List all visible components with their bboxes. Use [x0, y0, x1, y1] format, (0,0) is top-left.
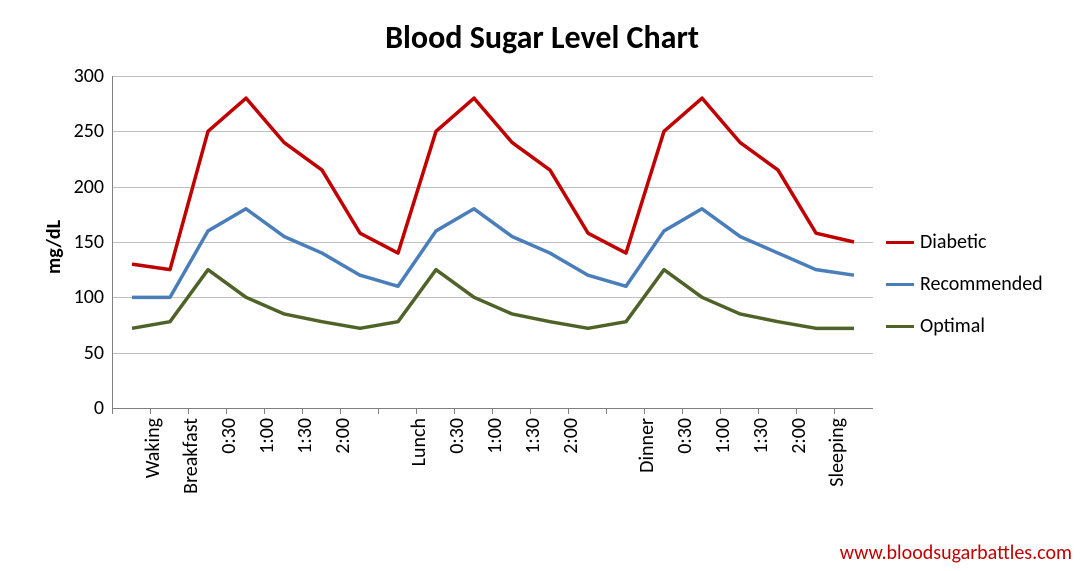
y-tick-label: 250 [56, 119, 104, 143]
legend: Diabetic Recommended Optimal [886, 230, 1043, 356]
x-tick-label: 2:00 [787, 418, 811, 518]
x-tick-label: 1:30 [293, 418, 317, 518]
x-tick-mark [720, 408, 721, 414]
plot-area [112, 76, 873, 409]
x-tick-label: 1:00 [483, 418, 507, 518]
x-tick-mark [492, 408, 493, 414]
x-tick-label: 0:30 [445, 418, 469, 518]
legend-swatch [886, 283, 914, 286]
attribution-link[interactable]: www.bloodsugarbattles.com [840, 541, 1072, 565]
x-tick-mark [682, 408, 683, 414]
x-tick-label: 1:00 [711, 418, 735, 518]
legend-label: Diabetic [920, 230, 986, 254]
x-tick-mark [112, 408, 113, 414]
y-tick-label: 100 [56, 285, 104, 309]
x-tick-label: 1:30 [521, 418, 545, 518]
x-tick-label: 0:30 [673, 418, 697, 518]
x-tick-mark [454, 408, 455, 414]
x-tick-mark [758, 408, 759, 414]
x-tick-mark [264, 408, 265, 414]
legend-item-recommended: Recommended [886, 272, 1043, 296]
y-tick-label: 0 [56, 396, 104, 420]
x-tick-mark [378, 408, 379, 414]
x-tick-label: Breakfast [179, 418, 203, 518]
series-line-recommended [132, 209, 854, 298]
x-tick-mark [834, 408, 835, 414]
legend-label: Optimal [920, 314, 985, 338]
x-tick-label: 1:00 [255, 418, 279, 518]
legend-swatch [886, 241, 914, 244]
x-tick-label: 2:00 [559, 418, 583, 518]
x-tick-mark [568, 408, 569, 414]
legend-swatch [886, 325, 914, 328]
x-tick-label: 0:30 [217, 418, 241, 518]
chart-container: Blood Sugar Level Chart mg/dL 0501001502… [0, 0, 1084, 571]
x-tick-mark [530, 408, 531, 414]
chart-title: Blood Sugar Level Chart [0, 18, 1084, 57]
y-tick-label: 300 [56, 64, 104, 88]
series-line-diabetic [132, 98, 854, 270]
x-tick-label: Dinner [635, 418, 659, 518]
y-tick-label: 150 [56, 230, 104, 254]
x-tick-mark [644, 408, 645, 414]
x-tick-mark [188, 408, 189, 414]
x-tick-mark [606, 408, 607, 414]
x-tick-label: Lunch [407, 418, 431, 518]
x-tick-mark [302, 408, 303, 414]
x-tick-mark [416, 408, 417, 414]
x-tick-mark [796, 408, 797, 414]
x-tick-label: Waking [141, 418, 165, 518]
legend-item-optimal: Optimal [886, 314, 1043, 338]
line-series-svg [113, 76, 873, 408]
x-tick-label: 2:00 [331, 418, 355, 518]
x-tick-mark [226, 408, 227, 414]
series-line-optimal [132, 270, 854, 329]
x-tick-mark [150, 408, 151, 414]
y-tick-label: 200 [56, 175, 104, 199]
x-tick-label: Sleeping [825, 418, 849, 518]
legend-label: Recommended [920, 272, 1043, 296]
x-tick-label: 1:30 [749, 418, 773, 518]
x-tick-mark [340, 408, 341, 414]
y-tick-label: 50 [56, 341, 104, 365]
legend-item-diabetic: Diabetic [886, 230, 1043, 254]
